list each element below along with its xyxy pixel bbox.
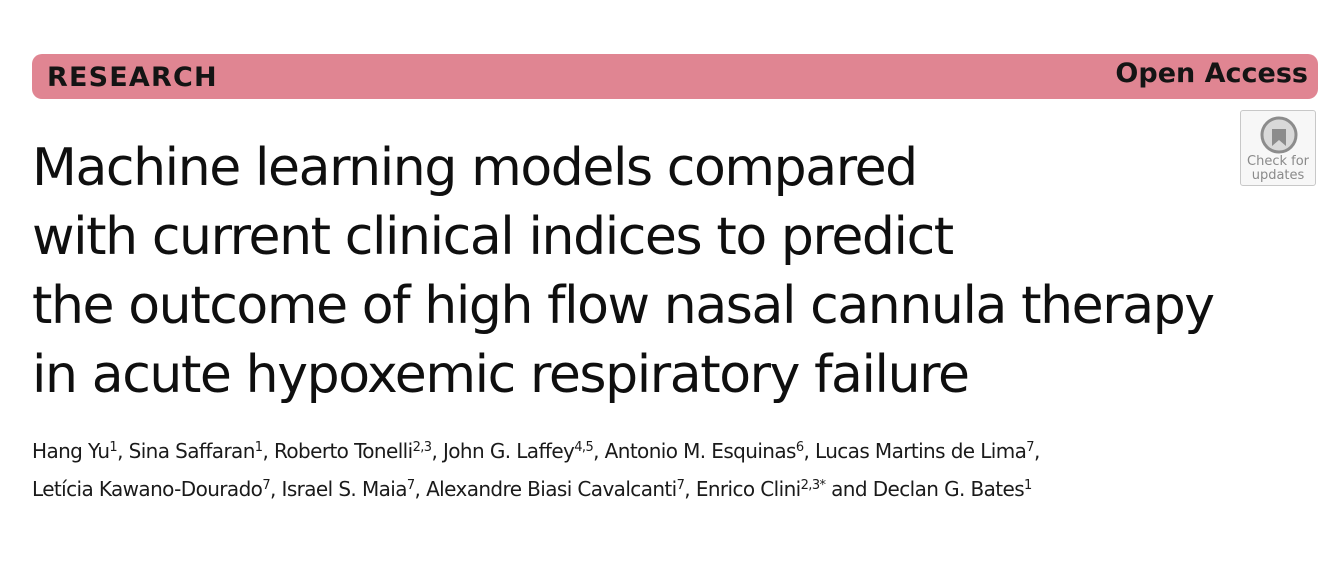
author-name[interactable]: Roberto Tonelli xyxy=(273,439,413,463)
author-name[interactable]: Sina Saffaran xyxy=(128,439,256,463)
check-for-updates-button[interactable]: Check for updates xyxy=(1240,110,1316,186)
author-separator: , xyxy=(414,477,427,501)
author-affiliation: 1 xyxy=(1024,478,1032,493)
article-type-banner: RESEARCH Open Access xyxy=(32,54,1318,99)
author-separator: , xyxy=(803,439,816,463)
author-name[interactable]: Letícia Kawano-Dourado xyxy=(32,477,263,501)
author-affiliation: 7 xyxy=(676,478,685,493)
author-line-1: Hang Yu1, Sina Saffaran1, Roberto Tonell… xyxy=(32,432,1040,470)
author-separator: , xyxy=(431,439,443,463)
author-affiliation: 4,5 xyxy=(574,440,594,455)
author-affiliation: 2,3 xyxy=(412,440,432,455)
author-affiliation: 7 xyxy=(262,478,270,493)
author-affiliation: 2,3* xyxy=(800,478,826,493)
author-separator: and xyxy=(825,477,873,501)
check-for-updates-label: Check for updates xyxy=(1241,155,1315,183)
author-separator: , xyxy=(593,439,605,463)
check-for-updates-icon xyxy=(1260,116,1298,154)
author-name[interactable]: Alexandre Biasi Cavalcanti xyxy=(426,477,677,501)
author-name[interactable]: John G. Laffey xyxy=(442,439,575,463)
article-title: Machine learning models compared with cu… xyxy=(32,134,1215,410)
title-line: Machine learning models compared xyxy=(32,138,918,198)
open-access-label[interactable]: Open Access xyxy=(1115,58,1308,89)
check-for-updates-line1: Check for xyxy=(1247,154,1309,169)
author-affiliation: 6 xyxy=(795,440,804,455)
author-name[interactable]: Lucas Martins de Lima xyxy=(815,439,1027,463)
author-name[interactable]: Hang Yu xyxy=(32,439,110,463)
author-separator: , xyxy=(262,439,274,463)
author-name[interactable]: Declan G. Bates xyxy=(872,477,1025,501)
title-line: with current clinical indices to predict xyxy=(32,207,954,267)
title-line: in acute hypoxemic respiratory failure xyxy=(32,345,970,405)
check-for-updates-line2: updates xyxy=(1251,168,1305,183)
author-name[interactable]: Antonio M. Esquinas xyxy=(604,439,797,463)
author-affiliation: 1 xyxy=(254,440,263,455)
title-line: the outcome of high flow nasal cannula t… xyxy=(32,276,1215,336)
author-separator: , xyxy=(270,477,282,501)
author-affiliation: 7 xyxy=(1026,440,1034,455)
author-separator: , xyxy=(684,477,696,501)
section-label: RESEARCH xyxy=(47,62,218,93)
author-list: Hang Yu1, Sina Saffaran1, Roberto Tonell… xyxy=(32,432,1040,508)
author-line-2: Letícia Kawano-Dourado7, Israel S. Maia7… xyxy=(32,470,1040,508)
author-affiliation: 7 xyxy=(406,478,415,493)
author-name[interactable]: Israel S. Maia xyxy=(281,477,408,501)
author-separator: , xyxy=(1033,439,1040,463)
author-name[interactable]: Enrico Clini xyxy=(695,477,801,501)
author-affiliation: 1 xyxy=(109,440,118,455)
author-separator: , xyxy=(117,439,129,463)
